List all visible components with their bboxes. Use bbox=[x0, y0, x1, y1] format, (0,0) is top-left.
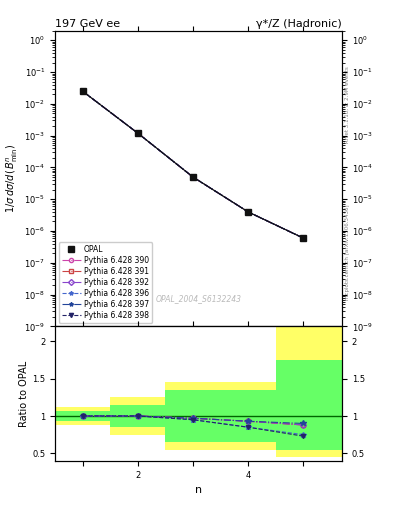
Text: 197 GeV ee: 197 GeV ee bbox=[55, 18, 120, 29]
Y-axis label: Ratio to OPAL: Ratio to OPAL bbox=[19, 360, 29, 426]
Text: mcplots.cern.ch [arXiv:1306.3436]: mcplots.cern.ch [arXiv:1306.3436] bbox=[345, 205, 350, 301]
Text: Rivet 3.1.10, ≥ 2.9M events: Rivet 3.1.10, ≥ 2.9M events bbox=[345, 66, 350, 143]
Text: γ*/Z (Hadronic): γ*/Z (Hadronic) bbox=[256, 18, 342, 29]
Text: OPAL_2004_S6132243: OPAL_2004_S6132243 bbox=[156, 294, 241, 303]
Y-axis label: $1/\sigma\,d\sigma/d(\,B^n_{\rm min})$: $1/\sigma\,d\sigma/d(\,B^n_{\rm min})$ bbox=[5, 144, 20, 213]
X-axis label: n: n bbox=[195, 485, 202, 495]
Legend: OPAL, Pythia 6.428 390, Pythia 6.428 391, Pythia 6.428 392, Pythia 6.428 396, Py: OPAL, Pythia 6.428 390, Pythia 6.428 391… bbox=[59, 242, 152, 323]
